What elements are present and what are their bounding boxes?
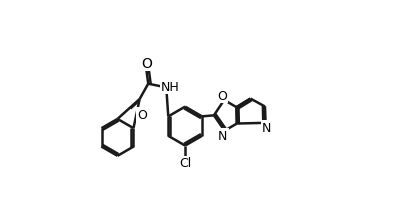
Text: N: N <box>218 129 227 142</box>
Text: O: O <box>137 108 147 121</box>
Text: N: N <box>262 122 271 135</box>
Text: O: O <box>217 90 227 102</box>
Text: Cl: Cl <box>179 157 191 170</box>
Text: NH: NH <box>161 80 180 93</box>
Text: O: O <box>141 57 152 71</box>
